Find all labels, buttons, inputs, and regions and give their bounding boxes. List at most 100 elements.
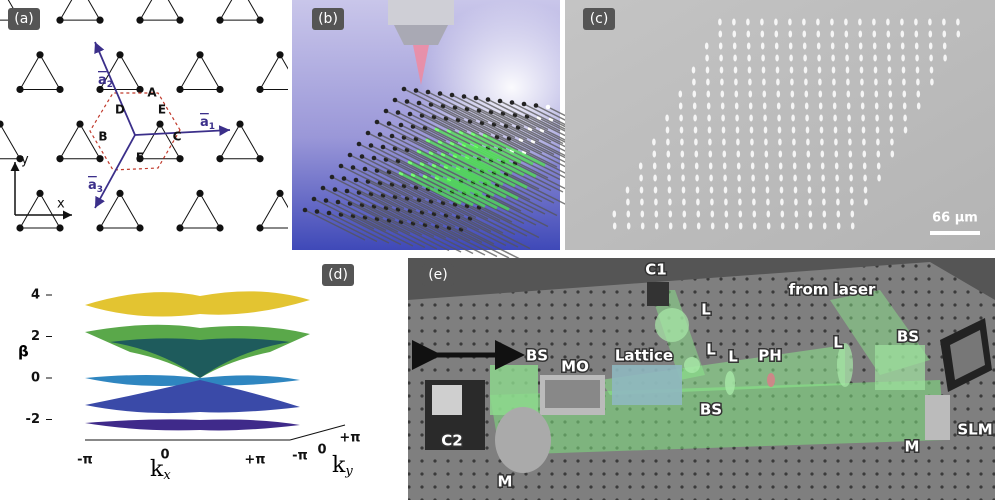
waveguide-spot — [733, 55, 737, 62]
component-label: SLM — [957, 421, 992, 439]
waveguide-spot — [722, 139, 726, 146]
lattice-site — [216, 224, 223, 231]
waveguide-spot — [736, 139, 740, 146]
waveguide-spot — [765, 163, 769, 170]
waveguide-spot — [761, 31, 765, 38]
lattice-site — [196, 51, 203, 58]
waveguide-spot — [733, 31, 737, 38]
waveguide-end — [417, 101, 422, 106]
waveguide-spot — [850, 187, 854, 194]
waveguide-spot — [822, 199, 826, 206]
waveguide-end — [399, 123, 404, 128]
waveguide-spot — [696, 199, 700, 206]
site-label: A — [147, 86, 157, 100]
waveguide-spot — [804, 79, 808, 86]
lattice-triangle — [220, 0, 260, 20]
waveguide-spot — [750, 139, 754, 146]
waveguide-spot — [873, 31, 877, 38]
waveguide-spot — [837, 211, 841, 218]
waveguide-spot — [739, 211, 743, 218]
waveguide-spot — [916, 67, 920, 74]
waveguide-spot — [733, 43, 737, 50]
lattice-triangle — [60, 0, 100, 20]
panel-c: 66 μm — [565, 0, 995, 250]
waveguide-spot — [929, 31, 933, 38]
waveguide-spot — [876, 127, 880, 134]
figure: x y ABCDEF a1a2a3 66 μm β 420-2-π0+π-π0+… — [0, 0, 995, 500]
x-tick-label: +π — [244, 453, 265, 468]
waveguide-spot — [763, 91, 767, 98]
waveguide-spot — [735, 115, 739, 122]
lattice-site — [0, 259, 4, 266]
waveguide-spot — [849, 151, 853, 158]
waveguide-end — [510, 100, 515, 105]
waveguide-spot — [719, 31, 723, 38]
site-label: D — [115, 103, 125, 117]
waveguide-spot — [747, 31, 751, 38]
waveguide-spot — [767, 211, 771, 218]
waveguide-spot — [751, 151, 755, 158]
lattice-site — [216, 17, 223, 24]
waveguide-spot — [738, 187, 742, 194]
lattice-triangle — [140, 0, 180, 20]
waveguide-spot — [764, 127, 768, 134]
waveguide-end — [342, 176, 347, 181]
waveguide-spot — [694, 139, 698, 146]
waveguide-spot — [791, 91, 795, 98]
waveguide-spot — [875, 115, 879, 122]
waveguide-spot — [873, 55, 877, 62]
waveguide-spot — [653, 163, 657, 170]
waveguide-spot — [776, 79, 780, 86]
waveguide-end — [354, 178, 359, 183]
waveguide-spot — [805, 103, 809, 110]
lattice-site — [136, 224, 143, 231]
panel-label: (e) — [428, 267, 448, 283]
waveguide-spot — [719, 55, 723, 62]
waveguide-spot — [835, 163, 839, 170]
waveguide-spot — [902, 67, 906, 74]
waveguide-spot — [781, 211, 785, 218]
vector-label: a3 — [88, 178, 103, 195]
lattice-site — [116, 51, 123, 58]
waveguide-spot — [679, 91, 683, 98]
waveguide-spot — [725, 223, 729, 230]
lattice-site — [96, 224, 103, 231]
waveguide-spot — [864, 199, 868, 206]
waveguide-spot — [766, 187, 770, 194]
waveguide-spot — [709, 175, 713, 182]
waveguide-end — [339, 164, 344, 169]
waveguide-spot — [725, 211, 729, 218]
panel-label: (a) — [14, 11, 34, 27]
waveguide-spot — [751, 163, 755, 170]
waveguide-spot — [849, 175, 853, 182]
waveguide-spot — [774, 19, 778, 26]
waveguide-spot — [765, 175, 769, 182]
waveguide-spot — [862, 127, 866, 134]
lattice-triangle — [20, 193, 60, 228]
waveguide-spot — [792, 139, 796, 146]
waveguide-spot — [835, 175, 839, 182]
waveguide-spot — [873, 43, 877, 50]
waveguide-spot — [943, 43, 947, 50]
waveguide-spot — [669, 223, 673, 230]
waveguide-spot — [709, 163, 713, 170]
waveguide-spot — [957, 31, 961, 38]
lattice-site — [56, 294, 63, 301]
y-tick-label: -2 — [26, 412, 40, 427]
site-label: E — [158, 103, 166, 117]
waveguide-end — [387, 121, 392, 126]
waveguide-end — [333, 187, 338, 192]
component-label: L — [833, 334, 843, 352]
waveguide-spot — [819, 103, 823, 110]
waveguide-spot — [818, 79, 822, 86]
waveguide-spot — [846, 79, 850, 86]
waveguide-spot — [831, 55, 835, 62]
lattice-site — [396, 259, 403, 266]
lattice-site — [216, 86, 223, 93]
waveguide-spot — [832, 79, 836, 86]
waveguide-spot — [860, 67, 864, 74]
waveguide-spot — [887, 55, 891, 62]
waveguide-end — [357, 142, 362, 147]
lattice-triangle — [180, 193, 220, 228]
waveguide-spot — [823, 223, 827, 230]
